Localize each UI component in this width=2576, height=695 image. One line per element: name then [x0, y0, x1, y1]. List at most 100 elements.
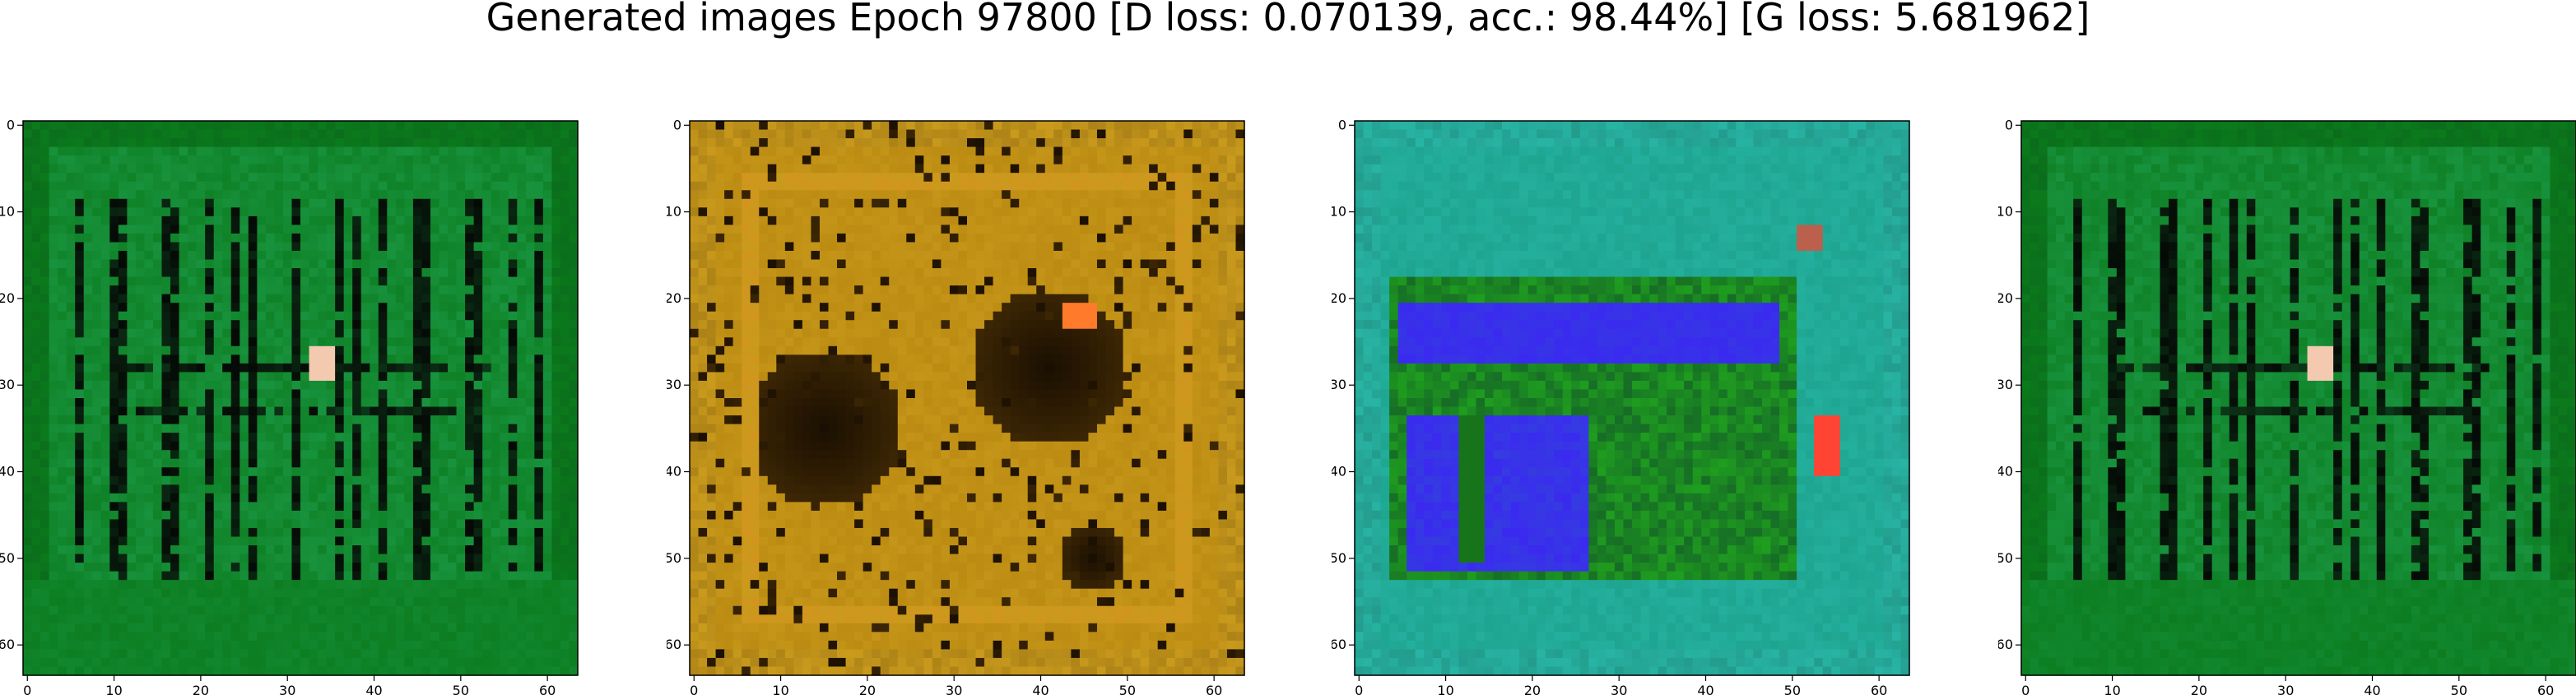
pixel [1053, 138, 1063, 148]
pixel [525, 519, 535, 529]
pixel [343, 571, 353, 581]
pixel [387, 363, 397, 373]
pixel [309, 545, 319, 555]
pixel [282, 233, 293, 243]
pixel [274, 614, 284, 624]
pixel [421, 328, 431, 338]
pixel [309, 467, 319, 477]
pixel [465, 571, 475, 581]
pixel [161, 155, 171, 165]
pixel [58, 372, 67, 382]
pixel [109, 372, 119, 382]
pixel [135, 458, 146, 468]
pixel [109, 345, 119, 355]
pixel [318, 545, 328, 555]
pixel [188, 354, 198, 364]
pixel [196, 250, 206, 261]
pixel [352, 406, 362, 416]
pixel [1218, 198, 1228, 208]
pixel [100, 285, 110, 295]
pixel [491, 623, 500, 632]
pixel [352, 164, 362, 174]
pixel [551, 632, 561, 642]
pixel [707, 164, 717, 174]
pixel [335, 198, 345, 208]
pixel [144, 571, 154, 581]
pixel [109, 458, 119, 468]
pixel [387, 268, 397, 278]
pixel [430, 285, 440, 295]
pixel [525, 259, 535, 269]
pixel [448, 545, 458, 555]
pixel [1209, 190, 1220, 200]
pixel [698, 233, 708, 243]
pixel [914, 173, 924, 183]
pixel [170, 190, 180, 200]
pixel [854, 164, 864, 174]
pixel [92, 597, 102, 607]
pixel [448, 597, 458, 607]
pixel [784, 146, 794, 156]
pixel [188, 458, 198, 468]
pixel [58, 406, 67, 416]
pixel [412, 484, 423, 494]
pixel [378, 372, 388, 382]
pixel [144, 311, 154, 321]
pixel [257, 571, 267, 581]
pixel [863, 146, 872, 156]
pixel [941, 181, 951, 191]
pixel [395, 311, 405, 321]
pixel [309, 303, 319, 313]
pixel [378, 649, 388, 659]
pixel [482, 441, 492, 451]
pixel [335, 121, 345, 131]
pixel [500, 268, 509, 278]
pixel [542, 493, 553, 503]
pixel [265, 467, 276, 477]
pixel [863, 164, 872, 174]
pixel [161, 259, 171, 269]
pixel [274, 328, 284, 338]
pixel [118, 138, 128, 148]
pixel [58, 225, 67, 234]
pixel [776, 215, 786, 225]
pixel [58, 190, 67, 200]
pixel [569, 441, 579, 451]
pixel [439, 276, 449, 286]
pixel [318, 632, 328, 642]
pixel [326, 311, 336, 321]
pixel [784, 225, 794, 234]
pixel [188, 233, 198, 243]
pixel [1218, 181, 1228, 191]
pixel [732, 155, 742, 165]
pixel [482, 433, 492, 442]
pixel [889, 164, 899, 174]
pixel [213, 337, 223, 347]
pixel [66, 554, 76, 563]
pixel [430, 138, 440, 148]
pixel [282, 250, 293, 261]
pixel [1071, 207, 1081, 217]
pixel [83, 354, 93, 364]
pixel [1174, 190, 1184, 200]
pixel [230, 207, 240, 217]
pixel [430, 181, 440, 191]
pixel [343, 372, 353, 382]
pixel [213, 657, 223, 668]
pixel [370, 623, 379, 632]
pixel [793, 129, 803, 139]
pixel [352, 467, 362, 477]
pixel [387, 345, 397, 355]
pixel [430, 632, 440, 642]
pixel [343, 563, 353, 572]
pixel [1071, 138, 1081, 148]
pixel [1201, 146, 1211, 156]
pixel [188, 632, 198, 642]
pixel [448, 649, 458, 659]
pixel [456, 345, 466, 355]
pixel [534, 475, 544, 485]
pixel [222, 493, 232, 503]
pixel [205, 372, 215, 382]
pixel [49, 657, 58, 668]
pixel [291, 632, 301, 642]
